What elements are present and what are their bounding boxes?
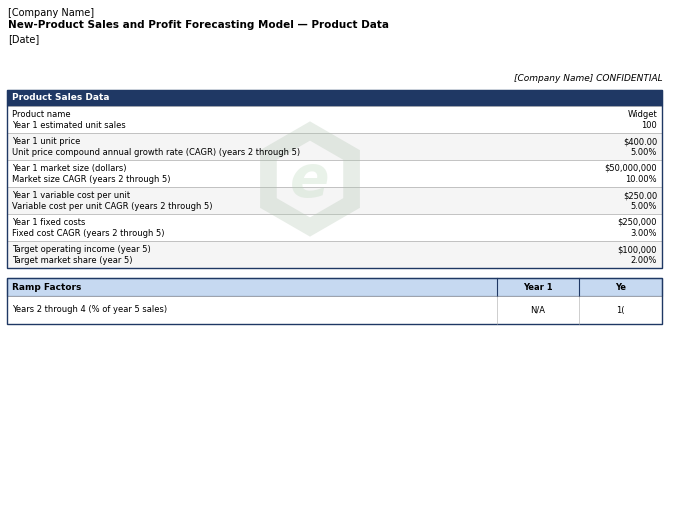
Text: 1(: 1( <box>616 305 625 315</box>
Bar <box>7 214 662 241</box>
Text: 10.00%: 10.00% <box>625 175 657 184</box>
Bar <box>7 187 662 214</box>
Text: Year 1 unit price: Year 1 unit price <box>12 137 80 146</box>
Bar <box>7 90 662 268</box>
Text: Year 1 market size (dollars): Year 1 market size (dollars) <box>12 164 126 173</box>
Text: 5.00%: 5.00% <box>630 202 657 211</box>
Text: [Company Name]: [Company Name] <box>8 8 94 18</box>
Bar <box>7 90 662 106</box>
Text: Year 1 fixed costs: Year 1 fixed costs <box>12 218 85 227</box>
Bar <box>7 160 662 187</box>
Text: Ramp Factors: Ramp Factors <box>12 282 82 292</box>
Text: $250,000: $250,000 <box>618 218 657 227</box>
Text: 3.00%: 3.00% <box>630 229 657 238</box>
Text: New-Product Sales and Profit Forecasting Model — Product Data: New-Product Sales and Profit Forecasting… <box>8 20 389 30</box>
Text: N/A: N/A <box>531 305 545 315</box>
Text: Target market share (year 5): Target market share (year 5) <box>12 256 132 265</box>
Text: Variable cost per unit CAGR (years 2 through 5): Variable cost per unit CAGR (years 2 thr… <box>12 202 213 211</box>
Bar <box>7 241 662 268</box>
Text: Year 1 estimated unit sales: Year 1 estimated unit sales <box>12 121 126 130</box>
Text: Target operating income (year 5): Target operating income (year 5) <box>12 245 151 254</box>
Text: Widget: Widget <box>627 110 657 119</box>
Text: $50,000,000: $50,000,000 <box>604 164 657 173</box>
Text: Market size CAGR (years 2 through 5): Market size CAGR (years 2 through 5) <box>12 175 171 184</box>
Text: [Date]: [Date] <box>8 34 39 44</box>
Text: 2.00%: 2.00% <box>630 256 657 265</box>
Text: Year 1: Year 1 <box>523 282 553 292</box>
Text: $250.00: $250.00 <box>623 191 657 200</box>
Text: e: e <box>290 152 330 210</box>
Text: [Company Name] CONFIDENTIAL: [Company Name] CONFIDENTIAL <box>514 74 663 83</box>
Bar <box>7 133 662 160</box>
Bar <box>7 278 662 324</box>
Text: Product Sales Data: Product Sales Data <box>12 94 109 102</box>
Text: $400.00: $400.00 <box>623 137 657 146</box>
Bar <box>7 278 662 296</box>
Text: Ye: Ye <box>615 282 626 292</box>
Text: $100,000: $100,000 <box>618 245 657 254</box>
Text: Fixed cost CAGR (years 2 through 5): Fixed cost CAGR (years 2 through 5) <box>12 229 165 238</box>
Text: Years 2 through 4 (% of year 5 sales): Years 2 through 4 (% of year 5 sales) <box>12 305 167 315</box>
Text: Year 1 variable cost per unit: Year 1 variable cost per unit <box>12 191 130 200</box>
Bar <box>7 296 662 324</box>
Bar <box>7 106 662 133</box>
Text: 100: 100 <box>641 121 657 130</box>
Text: 5.00%: 5.00% <box>630 148 657 157</box>
Text: Product name: Product name <box>12 110 71 119</box>
Text: Unit price compound annual growth rate (CAGR) (years 2 through 5): Unit price compound annual growth rate (… <box>12 148 300 157</box>
